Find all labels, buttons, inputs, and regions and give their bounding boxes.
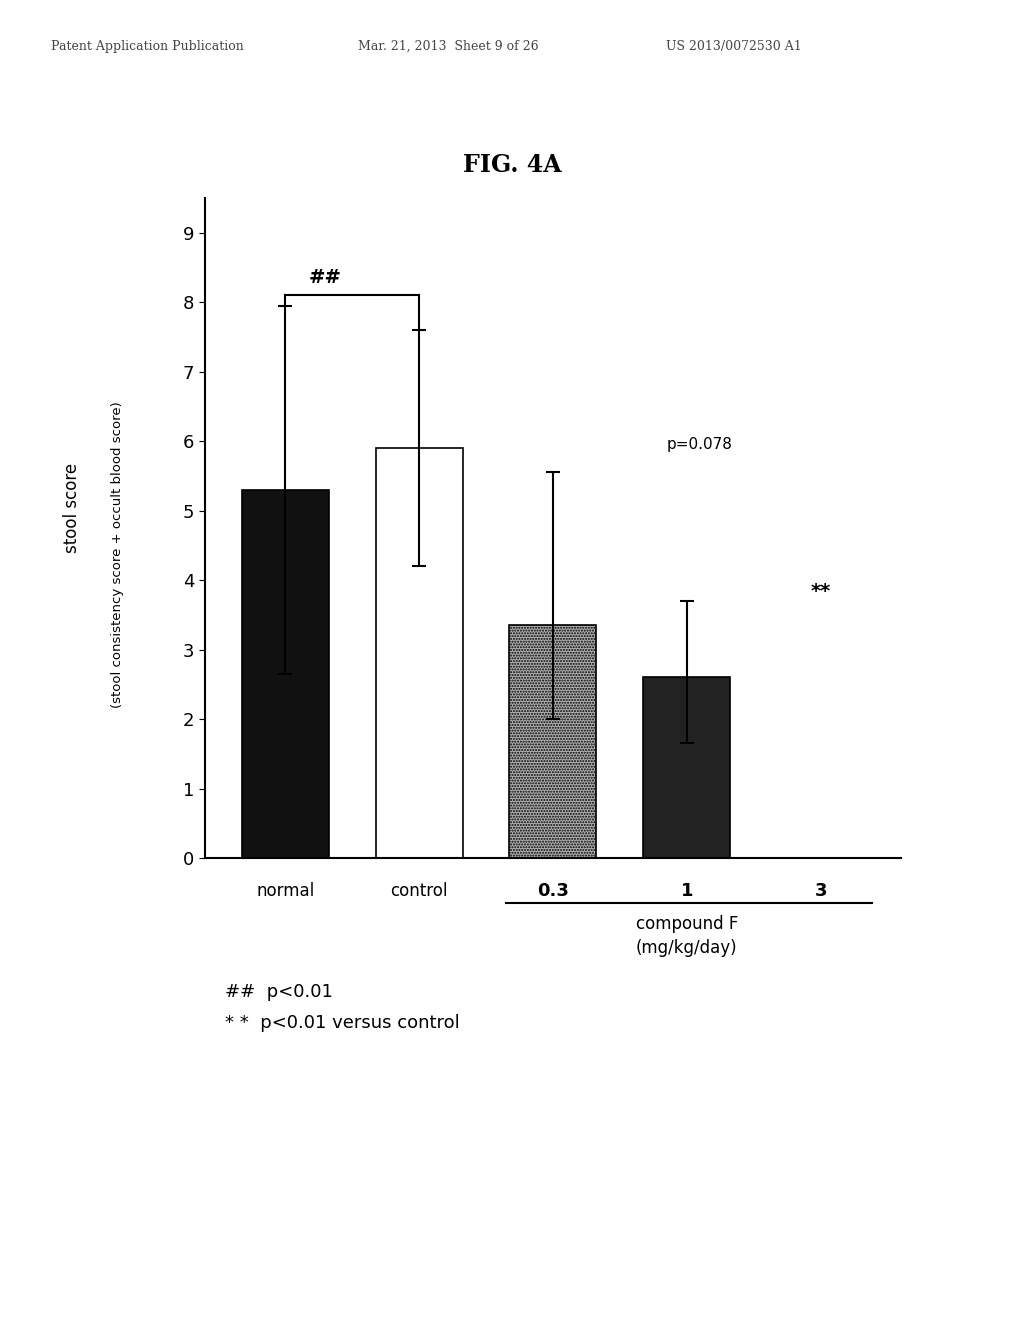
Text: 1: 1: [681, 882, 693, 900]
Text: ##: ##: [309, 268, 342, 286]
Text: control: control: [390, 882, 447, 900]
Text: Patent Application Publication: Patent Application Publication: [51, 40, 244, 53]
Text: (stool consistency score + occult blood score): (stool consistency score + occult blood …: [112, 401, 124, 708]
Text: Mar. 21, 2013  Sheet 9 of 26: Mar. 21, 2013 Sheet 9 of 26: [358, 40, 539, 53]
Text: 0.3: 0.3: [537, 882, 569, 900]
Text: (mg/kg/day): (mg/kg/day): [636, 939, 737, 957]
Bar: [510, 626, 597, 858]
Text: compound F: compound F: [636, 915, 738, 933]
Text: normal: normal: [256, 882, 314, 900]
Bar: [643, 677, 730, 858]
Text: **: **: [811, 582, 830, 601]
Text: FIG. 4A: FIG. 4A: [463, 153, 561, 177]
Bar: [242, 490, 329, 858]
Text: * *  p<0.01 versus control: * * p<0.01 versus control: [225, 1014, 460, 1032]
Text: US 2013/0072530 A1: US 2013/0072530 A1: [666, 40, 802, 53]
Text: ##  p<0.01: ## p<0.01: [225, 983, 333, 1002]
Bar: [376, 447, 463, 858]
Text: 3: 3: [814, 882, 827, 900]
Text: stool score: stool score: [62, 463, 81, 553]
Text: p=0.078: p=0.078: [667, 437, 732, 451]
